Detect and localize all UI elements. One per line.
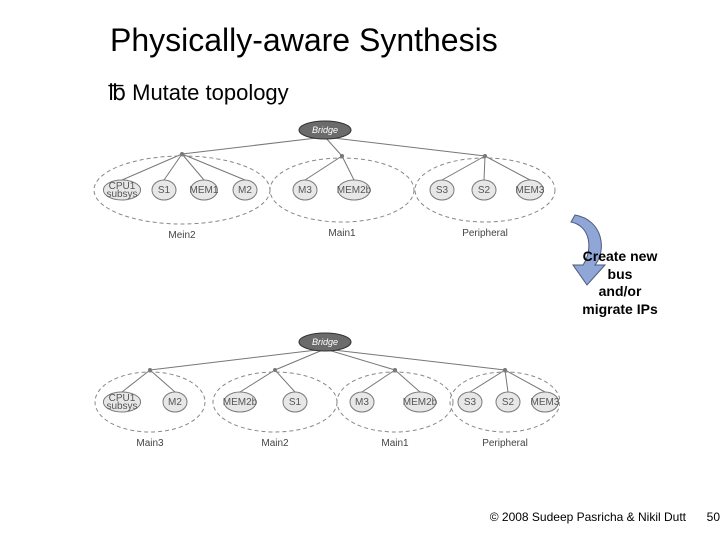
- bullet-row: ℔ Mutate topology: [108, 80, 289, 106]
- svg-text:S2: S2: [502, 397, 515, 408]
- svg-text:M2: M2: [168, 397, 182, 408]
- svg-text:Bridge: Bridge: [312, 337, 338, 347]
- bullet-icon: ℔: [108, 80, 126, 105]
- copyright-footer: © 2008 Sudeep Pasricha & Nikil Dutt: [490, 510, 686, 524]
- svg-text:MEM3: MEM3: [516, 185, 545, 196]
- page-number: 50: [707, 510, 720, 524]
- topology-tree-bottom: Main3CPU1subsysM2Main2MEM2bS1Main1M3MEM2…: [90, 330, 560, 465]
- svg-text:S2: S2: [478, 185, 491, 196]
- svg-text:Main3: Main3: [136, 438, 164, 449]
- slide: Physically-aware Synthesis ℔ Mutate topo…: [0, 0, 720, 540]
- callout-line4: migrate IPs: [582, 301, 657, 317]
- svg-text:MEM1: MEM1: [190, 185, 219, 196]
- svg-text:Bridge: Bridge: [312, 125, 338, 135]
- svg-text:MEM2b: MEM2b: [223, 397, 258, 408]
- topology-tree-top: Mein2CPU1subsysS1MEM1M2Main1M3MEM2bPerip…: [90, 118, 560, 253]
- svg-text:M3: M3: [298, 185, 312, 196]
- svg-text:M2: M2: [238, 185, 252, 196]
- svg-text:Main1: Main1: [328, 228, 356, 239]
- svg-text:Peripheral: Peripheral: [482, 438, 528, 449]
- svg-text:MEM3: MEM3: [531, 397, 560, 408]
- page-title: Physically-aware Synthesis: [110, 22, 498, 59]
- bullet-text: Mutate topology: [132, 80, 289, 105]
- svg-text:MEM2b: MEM2b: [403, 397, 438, 408]
- svg-text:Mein2: Mein2: [168, 230, 196, 241]
- svg-text:MEM2b: MEM2b: [337, 185, 372, 196]
- svg-text:S3: S3: [436, 185, 449, 196]
- callout-line1: Create new: [583, 248, 658, 264]
- callout-line3: and/or: [599, 283, 642, 299]
- svg-text:S3: S3: [464, 397, 477, 408]
- svg-text:Peripheral: Peripheral: [462, 228, 508, 239]
- callout-text: Create new bus and/or migrate IPs: [560, 248, 680, 318]
- svg-text:subsys: subsys: [106, 189, 137, 200]
- callout-line2: bus: [608, 266, 633, 282]
- svg-text:S1: S1: [158, 185, 171, 196]
- svg-text:subsys: subsys: [106, 401, 137, 412]
- svg-text:Main2: Main2: [261, 438, 289, 449]
- svg-text:S1: S1: [289, 397, 302, 408]
- svg-text:Main1: Main1: [381, 438, 409, 449]
- svg-text:M3: M3: [355, 397, 369, 408]
